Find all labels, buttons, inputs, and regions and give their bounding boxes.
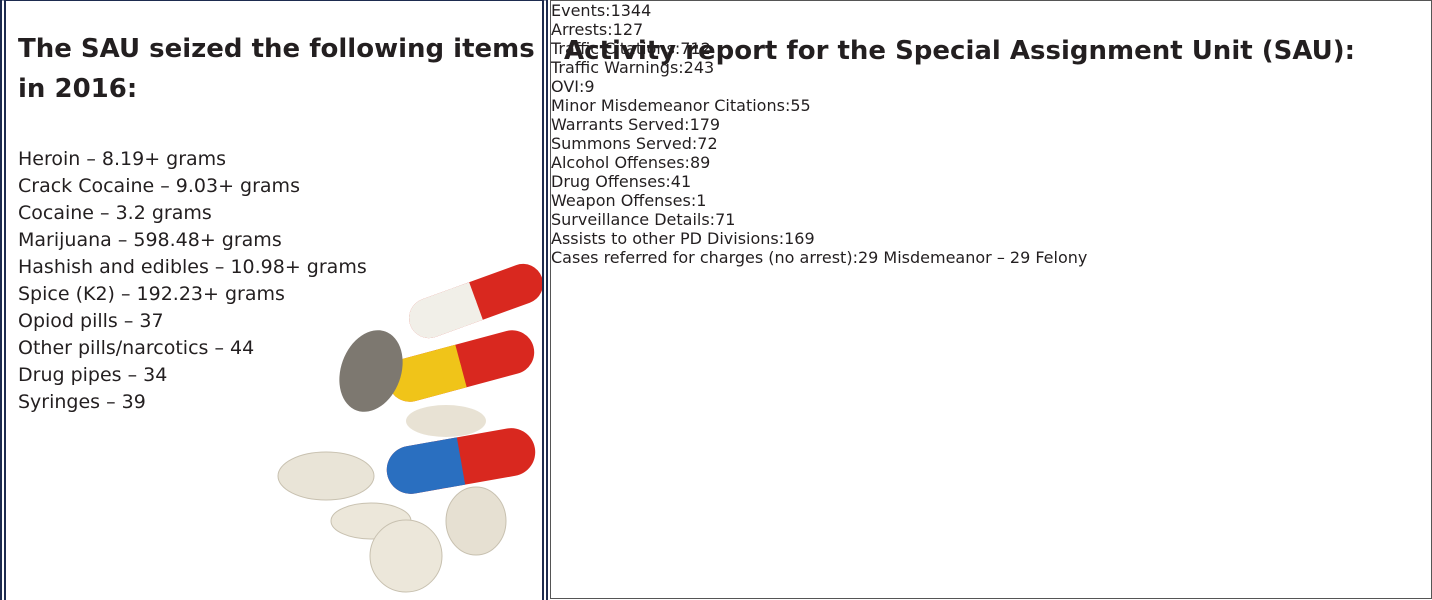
stat-value: 169 [784, 229, 815, 248]
item: Marijuana – 598.48+ grams [18, 227, 367, 254]
item: Crack Cocaine – 9.03+ grams [18, 173, 367, 200]
stat-label: Cases referred for charges (no arrest): [551, 248, 858, 267]
item: Syringes – 39 [18, 389, 367, 416]
stat-label: Assists to other PD Divisions: [551, 229, 784, 248]
stat-value: 1 [696, 191, 706, 210]
item: Heroin – 8.19+ grams [18, 146, 367, 173]
stat-label: OVI: [551, 77, 584, 96]
stat-label: Events: [551, 1, 611, 20]
stat-label: Summons Served: [551, 134, 697, 153]
activity-panel: Activity report for the Special Assignme… [550, 0, 1432, 599]
stat: Drug Offenses:41 [551, 172, 1431, 191]
stat-label: Minor Misdemeanor Citations: [551, 96, 790, 115]
stat-value: 9 [584, 77, 594, 96]
stat: Warrants Served:179 [551, 115, 1431, 134]
stat-label: Weapon Offenses: [551, 191, 696, 210]
item: Hashish and edibles – 10.98+ grams [18, 254, 367, 281]
stat-label: Drug Offenses: [551, 172, 671, 191]
stat-value: 89 [690, 153, 710, 172]
stat-value: 41 [671, 172, 691, 191]
stat: OVI:9 [551, 77, 1431, 96]
stat-label: Surveillance Details: [551, 210, 715, 229]
item: Opiod pills – 37 [18, 308, 367, 335]
item: Cocaine – 3.2 grams [18, 200, 367, 227]
stat-value: 29 Misdemeanor – 29 Felony [858, 248, 1087, 267]
stat: Minor Misdemeanor Citations:55 [551, 96, 1431, 115]
stat-value: 179 [690, 115, 721, 134]
stat: Summons Served:72 [551, 134, 1431, 153]
panel-title: Activity report for the Special Assignme… [564, 31, 1355, 71]
stat: Surveillance Details:71 [551, 210, 1431, 229]
item: Drug pipes – 34 [18, 362, 367, 389]
stat-value: 72 [697, 134, 717, 153]
stat: Weapon Offenses:1 [551, 191, 1431, 210]
stat: Events:1344 [551, 1, 1431, 20]
stat-value: 55 [790, 96, 810, 115]
stat-label: Warrants Served: [551, 115, 690, 134]
stat: Cases referred for charges (no arrest):2… [551, 248, 1431, 267]
seized-items-panel: The SAU seized the following items in 20… [0, 0, 548, 600]
stat: Assists to other PD Divisions:169 [551, 229, 1431, 248]
item: Spice (K2) – 192.23+ grams [18, 281, 367, 308]
stat-value: 1344 [611, 1, 652, 20]
page: The SAU seized the following items in 20… [0, 0, 1432, 599]
stat-value: 71 [715, 210, 735, 229]
stat-label: Alcohol Offenses: [551, 153, 690, 172]
stat: Alcohol Offenses:89 [551, 153, 1431, 172]
item: Other pills/narcotics – 44 [18, 335, 367, 362]
